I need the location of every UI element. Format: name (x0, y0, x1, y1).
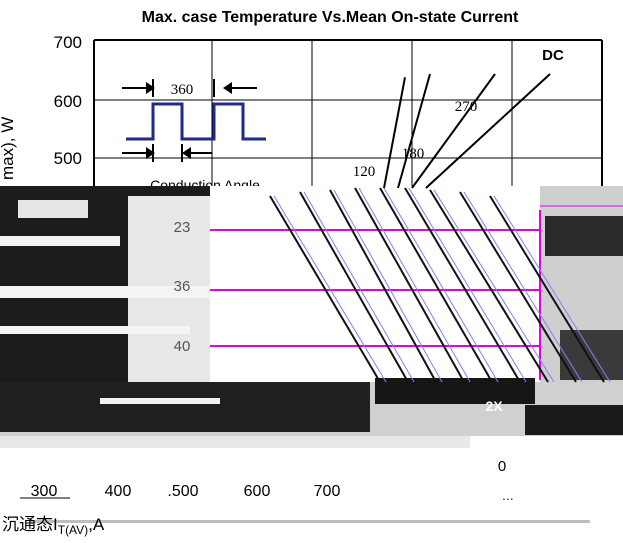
x-tick-label: 300 (31, 483, 58, 500)
inner-left-label: 36 (174, 278, 191, 295)
fan-curve (269, 195, 381, 383)
glitch-region (0, 186, 623, 543)
y-tick-labels: 700 600 500 (54, 33, 82, 168)
inner-left-label: 40 (174, 338, 191, 355)
series-label: 270 (455, 99, 478, 115)
fan-curve-ghost (493, 195, 611, 383)
fan-curve-ghost (273, 195, 387, 383)
fan-curve (329, 189, 437, 383)
series-curves: 120 180 270 DC (353, 47, 564, 189)
x-axis-label-suffix: ,A (88, 515, 105, 534)
fan-curve-ghost (383, 187, 499, 383)
fan-curve (429, 189, 549, 383)
series-line (397, 73, 431, 189)
bottom-right-fragment: ... (502, 487, 514, 503)
y-tick-label: 700 (54, 33, 82, 52)
x-tick-label: 600 (244, 483, 271, 500)
plot-area-top (94, 40, 602, 188)
pulse-waveform (126, 102, 266, 141)
right-label-0: 0 (498, 458, 506, 475)
x-tick-labels: 300 400 .500 600 700 (20, 483, 340, 500)
inner-left-label: 23 (174, 219, 191, 236)
fan-curve (379, 187, 493, 383)
series-line (411, 73, 496, 189)
y-tick-label: 500 (54, 149, 82, 168)
period-label: 360 (171, 82, 194, 98)
series-label: DC (542, 47, 564, 64)
x-axis-label-sub: T(AV) (58, 523, 88, 537)
x-tick-label: 700 (314, 483, 341, 500)
fan-curve-ghost (408, 187, 527, 383)
top-grid (93, 39, 603, 188)
fan-curve (404, 187, 521, 383)
series-line (383, 77, 406, 189)
fan-curve-ghost (433, 189, 555, 383)
svg-text:沉通态IT(AV),A: 沉通态IT(AV),A (2, 515, 105, 537)
curve-fan (269, 187, 611, 383)
fan-curve-ghost (358, 187, 471, 383)
fan-curve-ghost (333, 189, 443, 383)
x-axis-label: 沉通态IT(AV),A (2, 515, 105, 537)
fan-curve (354, 187, 465, 383)
fan-curve (299, 191, 409, 383)
fan-curve (489, 195, 605, 383)
fan-curve-ghost (303, 191, 415, 383)
magenta-grid (210, 205, 623, 380)
x-axis-label-prefix: 沉通态I (2, 515, 58, 534)
series-label: 120 (353, 164, 376, 180)
series-line (425, 73, 551, 189)
fan-curve (459, 191, 577, 383)
inner-left-labels: 23 36 40 (174, 219, 191, 355)
fan-curve-ghost (463, 191, 583, 383)
series-label: 180 (402, 146, 425, 162)
x-tick-label: .500 (167, 483, 198, 500)
chart-title: Max. case Temperature Vs.Mean On-state C… (142, 9, 519, 26)
y-tick-label: 600 (54, 92, 82, 111)
right-label-2x: 2X (485, 398, 503, 414)
y-axis-label: max), W (0, 117, 17, 180)
x-tick-label: 400 (105, 483, 132, 500)
